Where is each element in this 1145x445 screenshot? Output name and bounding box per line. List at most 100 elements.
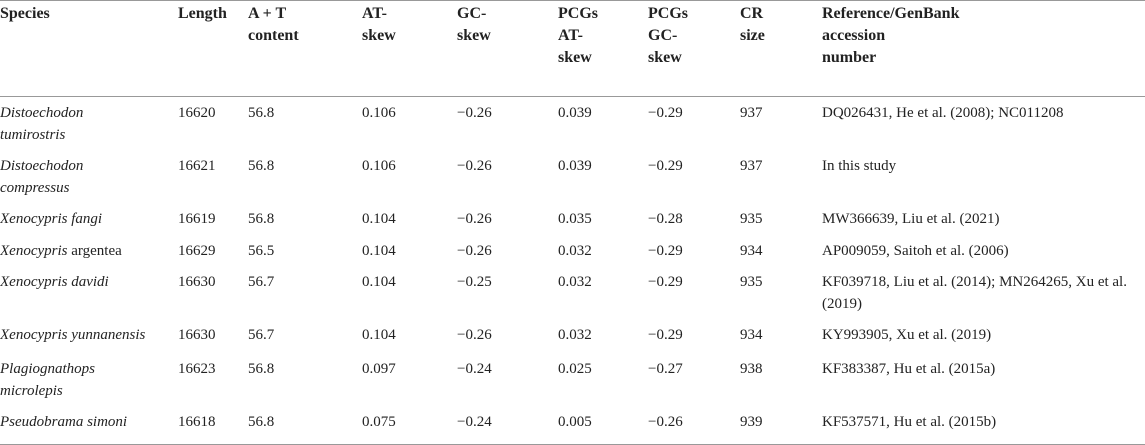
species-name: Xenocypris argentea [0,240,150,262]
epithet: davidi [71,274,109,290]
species-cell: Xenocypris argentea [0,235,178,266]
header-cell: PCGs AT-skew [558,1,648,97]
header-text: Species [0,5,50,22]
species-cell: Xenocypris davidi [0,266,178,319]
table-cell: KF039718, Liu et al. (2014); MN264265, X… [822,266,1145,319]
reference-text: DQ026431, He et al. (2008); NC011208 [822,105,1064,121]
species-name: Xenocypris yunnanensis [0,324,150,346]
table-cell: DQ026431, He et al. (2008); NC011208 [822,97,1145,151]
species-cell: Distoechodon compressus [0,150,178,203]
table-cell: 938 [740,361,763,377]
table-cell: 0.039 [558,158,592,174]
species-cell: Xenocypris yunnanensis [0,319,178,353]
table-cell: AP009059, Saitoh et al. (2006) [822,235,1145,266]
species-name: Xenocypris davidi [0,271,150,293]
header-cell: Reference/GenBank accession number [822,1,1145,97]
species-cell: Plagiognathops microlepis [0,353,178,406]
species-name: Pseudobrama simoni [0,411,150,433]
species-name: Xenocypris fangi [0,208,150,230]
table-header: Species Length A + T content AT-skew GC-skew… [0,0,1145,97]
header-cell: Species [0,1,178,97]
epithet: fangi [71,211,103,227]
reference-text: In this study [822,158,897,174]
header-row: Species Length A + T content AT-skew GC-skew… [0,0,1145,97]
table-cell: KF537571, Hu et al. (2015b) [822,406,1145,444]
table-cell: 934 [740,327,763,343]
table-cell: 0.032 [558,243,592,259]
table-cell: 939 [740,414,763,430]
epithet: argentea [71,243,122,259]
table-cell: 56.7 [248,327,275,343]
table-row: Pseudobrama simoni 16618 56.8 0.075 −0.24 0.0… [0,406,1145,444]
table-row: Xenocypris argentea 16629 56.5 0.104 −0.26 0.… [0,235,1145,266]
table-cell: 934 [740,243,763,259]
reference-text: AP009059, Saitoh et al. (2006) [822,243,1009,259]
epithet: simoni [87,414,128,430]
table-cell: −0.29 [648,158,683,174]
header-cell: GC-skew [457,1,558,97]
table-cell: −0.26 [457,327,492,343]
table-cell: −0.25 [457,274,492,290]
reference-text: KF383387, Hu et al. (2015a) [822,361,996,377]
table-cell: −0.26 [457,211,492,227]
table-cell: 935 [740,211,763,227]
header-text: AT-skew [362,5,396,44]
table-cell: 0.106 [362,105,396,121]
genus: Xenocypris [0,327,68,343]
species-name: Distoechodon tumirostris [0,102,150,146]
table-cell: 0.025 [558,361,592,377]
table-cell: 56.8 [248,414,275,430]
header-text: CR size [740,5,765,44]
table-row: Distoechodon compressus 16621 56.8 0.106 −0.… [0,150,1145,203]
table-cell: 0.104 [362,243,396,259]
table-cell: −0.29 [648,243,683,259]
species-cell: Pseudobrama simoni [0,406,178,444]
table-cell: 0.032 [558,274,592,290]
reference-text: MW366639, Liu et al. (2021) [822,211,1000,227]
table-cell: 0.032 [558,327,592,343]
table-cell: 0.104 [362,274,396,290]
table-cell: 0.097 [362,361,396,377]
table-cell: KY993905, Xu et al. (2019) [822,319,1145,353]
table-row: Xenocypris davidi 16630 56.7 0.104 −0.25 0.03… [0,266,1145,319]
header-text: GC-skew [457,5,491,44]
table-row: Xenocypris yunnanensis 16630 56.7 0.104 −0.2… [0,319,1145,353]
table-cell: 0.075 [362,414,396,430]
table-cell: 0.035 [558,211,592,227]
header-cell: A + T content [248,1,362,97]
table-cell: 56.5 [248,243,275,259]
table-row: Plagiognathops microlepis 16623 56.8 0.097 −… [0,353,1145,406]
table-cell: −0.26 [457,105,492,121]
table-cell: KF383387, Hu et al. (2015a) [822,353,1145,406]
genus: Distoechodon [0,105,84,121]
epithet: yunnanensis [71,327,146,343]
header-cell: Length [178,1,248,97]
table-body: Distoechodon tumirostris 16620 56.8 0.106 −0… [0,97,1145,444]
genus: Xenocypris [0,274,68,290]
table-row: Xenocypris fangi 16619 56.8 0.104 −0.26 0.035… [0,203,1145,235]
epithet: microlepis [0,383,63,399]
table-cell: −0.28 [648,211,683,227]
table-cell: 16630 [178,327,216,343]
header-cell: AT-skew [362,1,457,97]
table-cell: 16620 [178,105,216,121]
genus: Pseudobrama [0,414,84,430]
species-cell: Xenocypris fangi [0,203,178,235]
header-cell: CR size [740,1,822,97]
header-text: PCGs AT-skew [558,5,598,66]
table-cell: 16618 [178,414,216,430]
table-cell: −0.24 [457,361,492,377]
genus: Plagiognathops [0,361,96,377]
table-cell: 56.8 [248,158,275,174]
reference-text: KF039718, Liu et al. (2014); MN264265, X… [822,274,1127,312]
table-cell: 56.8 [248,105,275,121]
table-cell: 16623 [178,361,216,377]
genus: Distoechodon [0,158,84,174]
table-cell: 56.8 [248,361,275,377]
reference-text: KY993905, Xu et al. (2019) [822,327,992,343]
genus: Xenocypris [0,211,68,227]
table-cell: 0.039 [558,105,592,121]
species-name: Distoechodon compressus [0,155,150,199]
table-cell: 16630 [178,274,216,290]
